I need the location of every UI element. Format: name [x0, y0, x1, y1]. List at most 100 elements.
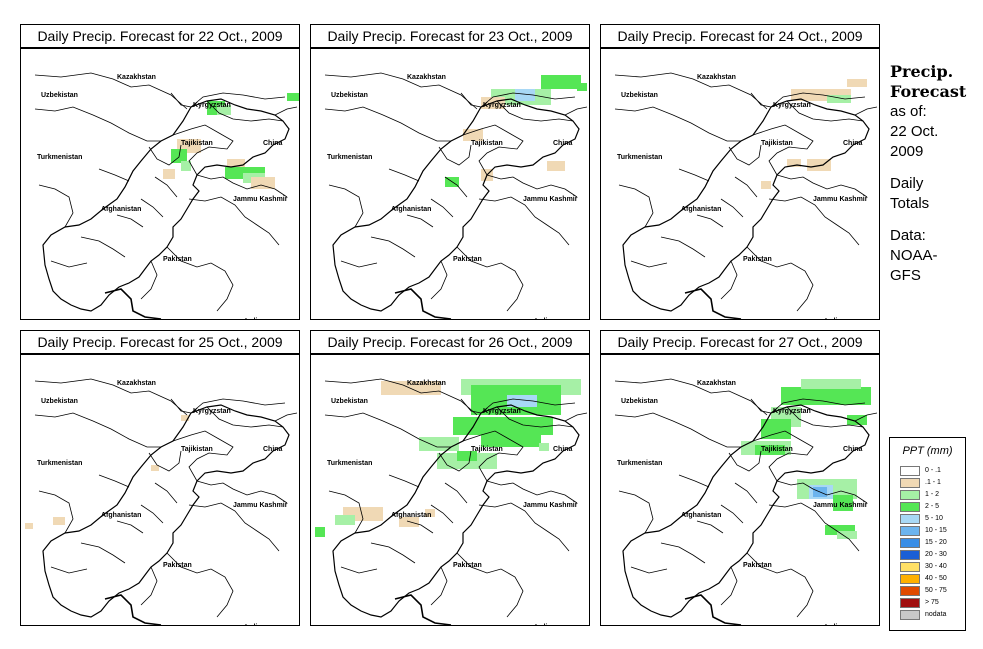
- legend-swatch: [900, 574, 920, 584]
- boundary-line: [720, 504, 744, 524]
- precip-cell: [547, 161, 565, 171]
- boundary-line: [478, 196, 570, 246]
- boundary-line: [406, 520, 434, 534]
- boundary-line: [614, 412, 741, 448]
- map-label-uzbekistan: Uzbekistan: [621, 398, 658, 405]
- precip-cell: [227, 159, 245, 169]
- boundary-line: [486, 174, 578, 198]
- legend-swatch: [900, 538, 920, 548]
- boundary-line: [34, 106, 161, 142]
- legend-label: 15 - 20: [925, 539, 947, 546]
- map-label-kyrgyzstan: Kyrgyzstan: [773, 102, 811, 109]
- map-label-turkmenistan: Turkmenistan: [37, 154, 82, 161]
- precip-cell: [287, 93, 299, 101]
- boundary-line: [460, 92, 482, 108]
- boundary-line: [750, 398, 772, 414]
- precip-cell: [217, 105, 231, 115]
- boundary-line: [444, 176, 468, 198]
- boundary-line: [190, 398, 286, 414]
- boundary-line: [776, 174, 868, 198]
- boundary-line: [324, 72, 478, 110]
- boundary-line: [614, 106, 741, 142]
- boundary-line: [34, 72, 188, 110]
- totals-line-1: Daily: [890, 175, 924, 192]
- precip-cell: [541, 75, 581, 89]
- precip-cell: [507, 395, 537, 407]
- precip-cell: [463, 129, 483, 141]
- map-label-india: India: [535, 318, 551, 319]
- boundary-line: [140, 260, 158, 300]
- boundary-line: [34, 412, 161, 448]
- boundary-line: [696, 520, 724, 534]
- forecast-panel-27-oct: Daily Precip. Forecast for 27 Oct., 2009…: [600, 330, 880, 626]
- map-label-turkmenistan: Turkmenistan: [327, 154, 372, 161]
- map-canvas: Kazakhstan Uzbekistan Kyrgyzstan Tajikistan…: [614, 378, 878, 625]
- boundary-line: [80, 236, 126, 258]
- legend-item: 2 - 5: [900, 502, 964, 513]
- precip-cell: [827, 95, 851, 103]
- boundary-line: [148, 144, 182, 166]
- map-label-tajikistan: Tajikistan: [471, 140, 503, 147]
- boundary-line: [38, 490, 74, 534]
- precip-cell: [181, 161, 191, 171]
- precip-cell: [577, 83, 587, 91]
- map-label-kazakhstan: Kazakhstan: [407, 380, 446, 387]
- boundary-line: [370, 236, 416, 258]
- legend-label: nodata: [925, 611, 947, 618]
- forecast-panel-22-oct: Daily Precip. Forecast for 22 Oct., 2009…: [20, 24, 300, 320]
- coastline: [684, 288, 742, 319]
- boundary-line: [630, 260, 668, 268]
- legend-swatch: [900, 562, 920, 572]
- boundary-line: [172, 124, 234, 176]
- map-label-jammu-kashmir: Jammu Kashmir: [813, 502, 868, 509]
- map-label-jammu-kashmir: Jammu Kashmir: [523, 502, 578, 509]
- precip-cell: [151, 465, 159, 471]
- map-label-afghanistan: Afghanistan: [681, 206, 721, 213]
- boundary-line: [370, 542, 416, 564]
- boundary-line: [116, 214, 144, 228]
- forecast-panel-23-oct: Daily Precip. Forecast for 23 Oct., 2009…: [310, 24, 590, 320]
- map-label-china: China: [843, 446, 863, 453]
- legend-label: 40 - 50: [925, 575, 947, 582]
- boundary-line: [734, 482, 758, 504]
- boundary-line: [496, 100, 574, 122]
- precip-cell: [755, 445, 785, 455]
- boundary-line: [406, 476, 424, 506]
- boundary-line: [720, 566, 738, 606]
- precip-cell: [453, 417, 553, 435]
- coastline: [684, 594, 742, 625]
- boundary-line: [188, 196, 280, 246]
- legend-swatch: [900, 466, 920, 476]
- precip-cell: [481, 435, 541, 447]
- boundary-line: [324, 412, 451, 448]
- boundary-line: [618, 490, 654, 534]
- map-label-uzbekistan: Uzbekistan: [331, 398, 368, 405]
- legend-swatch: [900, 490, 920, 500]
- map-label-pakistan: Pakistan: [453, 562, 482, 569]
- boundary-line: [618, 184, 654, 228]
- totals-line-2: Totals: [890, 195, 930, 212]
- boundary-line: [630, 566, 668, 574]
- boundary-line: [496, 406, 574, 428]
- boundary-line: [50, 566, 88, 574]
- legend-label: .1 - 1: [925, 479, 941, 486]
- map-label-india: India: [535, 624, 551, 625]
- boundary-line: [768, 502, 860, 552]
- boundary-line: [154, 176, 178, 198]
- country-outline: [622, 404, 870, 618]
- boundary-line: [854, 412, 878, 422]
- boundary-line: [406, 170, 424, 200]
- boundary-line: [770, 92, 866, 108]
- boundary-line: [98, 474, 130, 488]
- boundary-line: [456, 246, 524, 312]
- boundary-line: [746, 552, 814, 618]
- legend-swatch: [900, 550, 920, 560]
- boundary-line: [116, 476, 134, 506]
- data-line-3: GFS: [890, 267, 921, 284]
- precip-map: Kazakhstan Uzbekistan Kyrgyzstan Tajikistan…: [600, 48, 880, 320]
- precip-cell: [181, 415, 189, 421]
- legend-label: 2 - 5: [925, 503, 940, 510]
- map-label-kyrgyzstan: Kyrgyzstan: [193, 408, 231, 415]
- precip-map: Kazakhstan Uzbekistan Kyrgyzstan Tajikistan…: [310, 354, 590, 626]
- boundary-line: [166, 246, 234, 312]
